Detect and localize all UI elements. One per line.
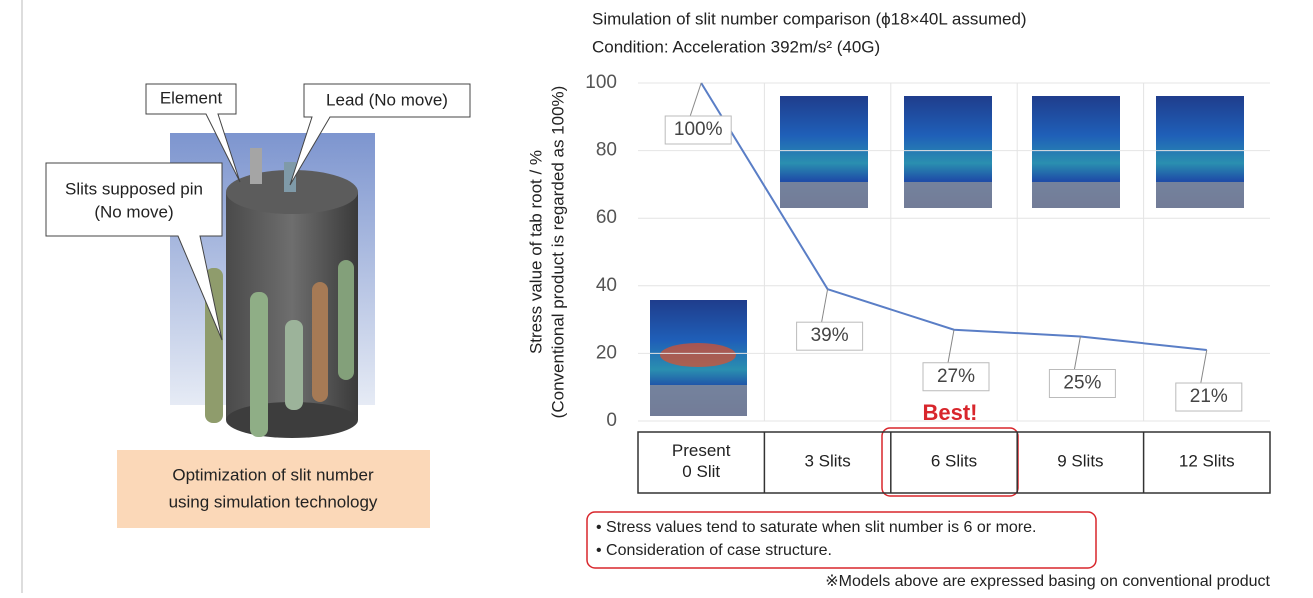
- y-tick-label: 80: [596, 140, 617, 161]
- callout-text: Slits supposed pin: [65, 179, 203, 198]
- label-leader: [1201, 350, 1207, 383]
- label-leader: [822, 289, 828, 322]
- value-label: 39%: [811, 325, 849, 346]
- callout-text: (No move): [94, 202, 173, 221]
- chart-title: Simulation of slit number comparison (ϕ1…: [592, 9, 1027, 28]
- note: • Stress values tend to saturate when sl…: [596, 519, 1036, 536]
- chart-subtitle: Condition: Acceleration 392m/s² (40G): [592, 37, 880, 56]
- value-label: 100%: [674, 119, 723, 140]
- callout-text: Element: [160, 88, 223, 107]
- value-label: 21%: [1190, 386, 1228, 407]
- label-leader: [948, 330, 954, 363]
- y-tick-label: 40: [596, 275, 617, 296]
- x-tick-label: 9 Slits: [1057, 451, 1103, 470]
- page: {"diagram": {"callouts": {"element": "El…: [0, 0, 1313, 593]
- y-tick-label: 20: [596, 342, 617, 363]
- x-tick-label: 3 Slits: [804, 451, 850, 470]
- x-tick-label: 6 Slits: [931, 451, 977, 470]
- value-label: 25%: [1063, 373, 1101, 394]
- y-axis-label: Stress value of tab root / %: [526, 150, 545, 354]
- y-tick-label: 0: [606, 410, 617, 431]
- note: • Consideration of case structure.: [596, 542, 832, 559]
- caption-box: [117, 450, 430, 528]
- y-axis-label: (Conventional product is regarded as 100…: [548, 86, 567, 419]
- x-tick-label: 0 Slit: [682, 462, 720, 481]
- label-leader: [690, 83, 701, 116]
- value-label: 27%: [937, 366, 975, 387]
- callout-text: Lead (No move): [326, 90, 448, 109]
- footnote: ※Models above are expressed basing on co…: [825, 573, 1270, 590]
- x-tick-label: Present: [672, 441, 731, 460]
- caption: using simulation technology: [169, 492, 378, 511]
- slide: Element Lead (No move) Slits supposed pi…: [0, 0, 1313, 593]
- y-tick-label: 60: [596, 207, 617, 228]
- y-tick-label: 100: [585, 72, 617, 93]
- x-tick-label: 12 Slits: [1179, 451, 1235, 470]
- caption: Optimization of slit number: [172, 465, 374, 484]
